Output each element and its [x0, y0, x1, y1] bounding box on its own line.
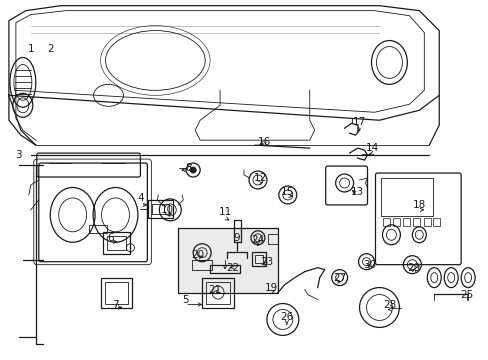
Bar: [424, 218, 430, 226]
Bar: [102, 232, 130, 254]
Bar: [432, 218, 439, 226]
Circle shape: [190, 167, 196, 173]
Bar: [101, 278, 132, 307]
Text: 25: 25: [460, 289, 473, 300]
Bar: [381, 178, 432, 216]
Text: 7: 7: [112, 300, 119, 310]
Text: 12: 12: [253, 173, 266, 183]
Text: 15: 15: [281, 187, 294, 197]
Text: 28: 28: [382, 300, 395, 310]
Bar: [192, 260, 212, 270]
Bar: [104, 282, 128, 303]
Text: 30: 30: [362, 260, 375, 270]
Text: 5: 5: [182, 294, 188, 305]
Text: 11: 11: [218, 207, 231, 217]
Bar: [210, 265, 240, 273]
Bar: [106, 236, 126, 250]
Bar: [206, 282, 229, 303]
Bar: [393, 218, 400, 226]
Bar: [148, 200, 173, 218]
Text: 20: 20: [191, 250, 204, 260]
Bar: [403, 218, 409, 226]
Text: 29: 29: [407, 263, 420, 273]
Bar: [178, 228, 277, 293]
Text: 8: 8: [184, 163, 191, 173]
Bar: [202, 278, 234, 307]
Text: 3: 3: [16, 150, 22, 160]
Text: 6: 6: [107, 233, 114, 243]
Text: 17: 17: [352, 117, 366, 127]
Text: 24: 24: [251, 235, 264, 245]
Bar: [88, 225, 106, 233]
Text: 9: 9: [233, 233, 240, 243]
Text: 21: 21: [208, 284, 221, 294]
Bar: [251, 252, 265, 266]
Text: 10: 10: [161, 205, 174, 215]
Text: 18: 18: [412, 200, 425, 210]
Text: 1: 1: [27, 44, 34, 54]
Text: 4: 4: [137, 193, 143, 203]
Bar: [254, 255, 263, 263]
Text: 13: 13: [350, 187, 364, 197]
Text: 14: 14: [365, 143, 378, 153]
Bar: [152, 204, 169, 214]
Text: 2: 2: [47, 44, 54, 54]
Text: 26: 26: [280, 312, 293, 323]
Text: 27: 27: [332, 273, 346, 283]
Text: 16: 16: [258, 137, 271, 147]
Text: 19: 19: [264, 283, 278, 293]
Text: 23: 23: [260, 257, 273, 267]
Bar: [383, 218, 389, 226]
Bar: [412, 218, 420, 226]
Text: 22: 22: [226, 263, 239, 273]
Bar: [267, 234, 277, 244]
